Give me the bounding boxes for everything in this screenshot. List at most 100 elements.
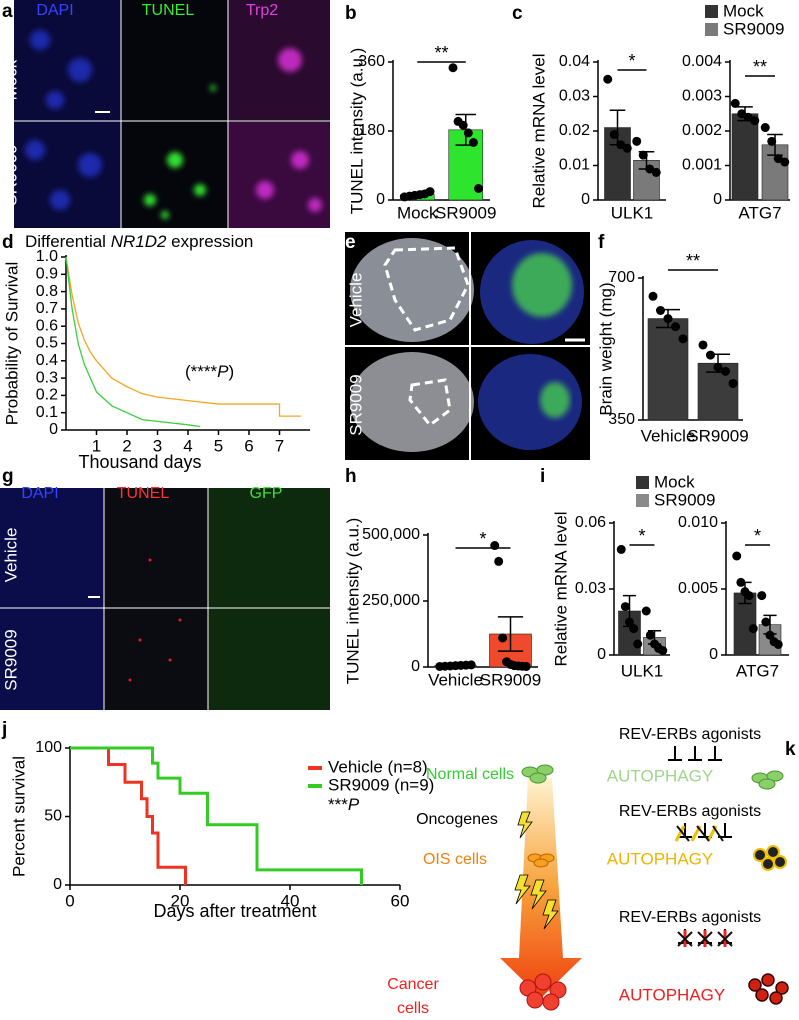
x-tick-label: ULK1: [611, 203, 654, 222]
x-tick-label: Vehicle: [641, 426, 696, 445]
error-bar: [497, 616, 524, 652]
data-point: [629, 624, 639, 634]
micrograph-e: [345, 232, 590, 460]
y-tick-label: 0.005: [678, 580, 718, 597]
data-point: [767, 136, 777, 146]
y-tick-label: 0.1: [36, 404, 58, 421]
channel-label: DAPI: [21, 485, 58, 502]
y-tick-label: 250,000: [362, 592, 420, 609]
significance-label: *: [628, 51, 635, 71]
row-label: Mock: [1, 59, 20, 100]
x-tick-label: ATG7: [736, 661, 779, 680]
x-tick-label: SR9009: [480, 670, 541, 689]
data-point: [622, 143, 632, 153]
panel-label: h: [345, 466, 357, 487]
cell-label: Normal cells: [426, 766, 514, 783]
data-point: [773, 639, 783, 649]
y-tick-label: 0.5: [36, 335, 58, 352]
x-tick-label: 4: [183, 436, 192, 455]
data-point: [721, 366, 730, 376]
data-point: [466, 660, 476, 670]
data-point: [671, 322, 680, 332]
y-axis-title: Brain weight (mg): [596, 282, 615, 415]
y-tick-label: 0.01: [559, 157, 590, 174]
y-tick-label: 0: [709, 646, 718, 663]
x-tick-label: ULK1: [621, 661, 664, 680]
data-point: [620, 602, 630, 612]
diagram-k: [500, 746, 789, 1011]
cell-label: Cancer: [387, 976, 439, 993]
y-axis-title: Relative mRNA level: [551, 512, 570, 667]
chart-title-part: Differential: [25, 232, 111, 251]
legend-label: Vehicle (n=8): [328, 757, 428, 776]
y-tick-label: 0.3: [36, 369, 58, 386]
data-point: [603, 74, 613, 84]
significance-label: *: [754, 526, 761, 546]
oncogene-label: Oncogenes: [416, 811, 498, 828]
legend-swatch: [636, 494, 649, 507]
data-point: [706, 350, 715, 360]
legend-label: Mock: [723, 1, 764, 20]
y-tick-label: 0.02: [559, 122, 590, 139]
annotation-part: (****: [185, 362, 218, 381]
data-point: [780, 157, 790, 167]
y-tick-label: 0.04: [559, 53, 590, 70]
row-label: Vehicle: [346, 273, 365, 328]
data-point: [494, 556, 504, 566]
annotation-part: P: [348, 795, 360, 814]
micrograph-g: [0, 488, 330, 710]
y-tick-label: 0: [49, 421, 58, 438]
legend-label: SR9009 (n=9): [328, 775, 434, 794]
y-tick-label: 0.03: [559, 88, 590, 105]
panel-label: b: [345, 3, 357, 24]
data-point: [748, 624, 758, 634]
agonist-label: REV-ERBs agonists: [619, 726, 761, 743]
data-point: [651, 167, 661, 177]
y-tick-label: 360: [358, 53, 385, 70]
row-label: SR9009: [346, 374, 365, 435]
data-point: [663, 314, 673, 324]
channel-label: TUNEL: [117, 485, 170, 502]
significance-label: **: [753, 57, 767, 77]
y-tick-label: 0: [597, 646, 606, 663]
annotation-part: P: [217, 362, 229, 381]
panel-label: k: [785, 739, 796, 760]
y-axis-title: Probability of Survival: [2, 262, 21, 425]
x-axis-title: Thousand days: [78, 452, 201, 472]
y-tick-label: 0: [411, 658, 420, 675]
autophagy-label: AUTOPHAGY: [607, 766, 713, 785]
bar: [731, 113, 759, 201]
y-tick-label: 100: [35, 739, 62, 756]
y-tick-label: 0.4: [36, 352, 58, 369]
y-tick-label: 1.0: [36, 248, 58, 265]
y-tick-label: 350: [608, 411, 635, 428]
x-tick-label: ATG7: [738, 203, 781, 222]
data-point: [625, 617, 634, 627]
data-point: [632, 136, 642, 146]
y-tick-label: 0.8: [36, 283, 58, 300]
legend-label: SR9009: [654, 490, 715, 509]
data-point: [425, 187, 435, 197]
micrograph-a: [14, 0, 330, 228]
y-tick-label: 0.001: [682, 157, 722, 174]
x-tick-label: 2: [122, 436, 131, 455]
x-axis-title: Days after treatment: [153, 901, 316, 921]
data-point: [458, 120, 468, 130]
x-tick-label: 20: [171, 891, 190, 910]
data-point: [521, 661, 531, 671]
x-tick-label: 6: [244, 436, 253, 455]
data-point: [633, 639, 643, 649]
data-point: [641, 606, 651, 616]
data-point: [656, 305, 665, 315]
autophagy-label: AUTOPHAGY: [607, 849, 713, 868]
x-tick-label: 3: [153, 436, 162, 455]
row-label: SR9009: [1, 629, 20, 690]
significance-label: *: [479, 529, 486, 549]
legend-label: SR9009: [723, 19, 784, 38]
x-tick-label: 1: [92, 436, 101, 455]
y-tick-label: 0.010: [678, 514, 718, 531]
y-tick-label: 0: [713, 191, 722, 208]
annotation: (****P): [185, 362, 234, 381]
significance-label: *: [638, 526, 645, 546]
